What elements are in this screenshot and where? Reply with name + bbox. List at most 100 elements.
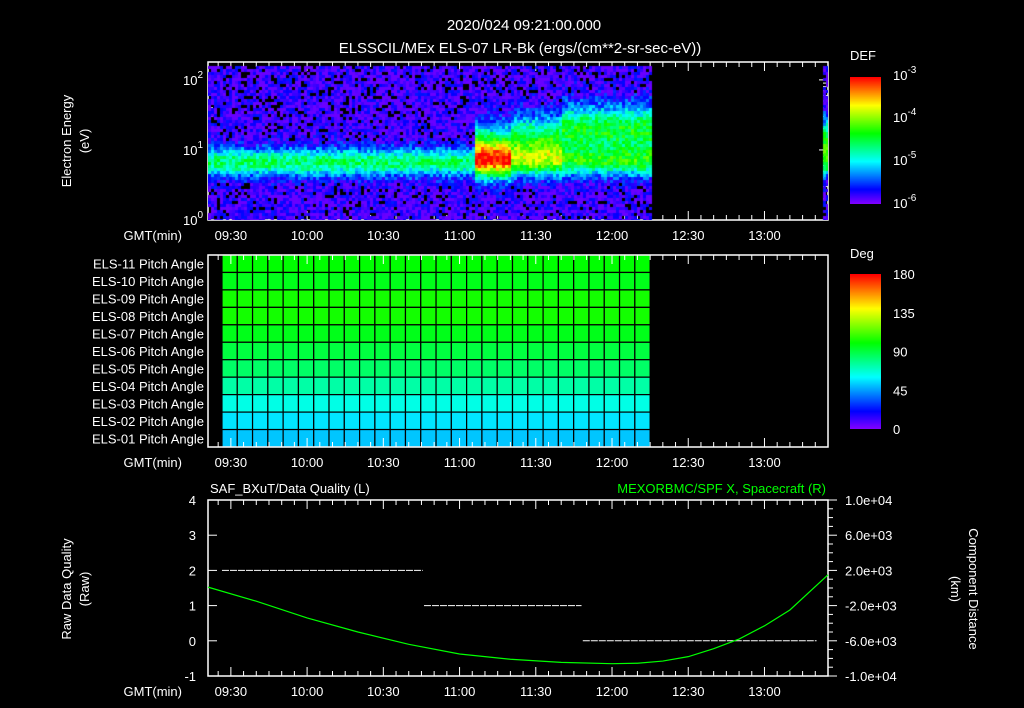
pitch-angle-cell <box>542 359 559 378</box>
pitch-angle-cell <box>496 411 514 431</box>
time-tick-label: 13:00 <box>748 228 781 243</box>
pitch-angle-cell <box>634 306 651 326</box>
pitch-angle-cell <box>542 271 559 291</box>
panel3-title-left: SAF_BXuT/Data Quality (L) <box>210 481 370 496</box>
pitch-angle-colorbar <box>850 274 881 429</box>
pitch-angle-cell <box>588 359 605 378</box>
pitch-angle-cell <box>557 271 575 291</box>
pitch-angle-cell <box>435 289 452 308</box>
pitch-angle-cell <box>404 289 422 308</box>
pitch-angle-cell <box>450 306 468 326</box>
pitch-angle-cell <box>389 394 407 413</box>
pitch-angle-cell <box>634 271 651 291</box>
pitch-angle-cell <box>236 428 254 448</box>
pitch-angle-cell <box>389 306 407 326</box>
panel1-title: ELSSCIL/MEx ELS-07 LR-Bk (ergs/(cm**2-sr… <box>339 40 702 57</box>
pitch-angle-cell <box>603 324 621 343</box>
pitch-angle-cell <box>450 271 468 291</box>
pitch-angle-cell <box>573 411 590 431</box>
pitch-angle-cell <box>374 359 391 378</box>
pitch-angle-cell <box>618 341 636 361</box>
pitch-angle-cell <box>450 359 468 378</box>
pitch-angle-cell <box>542 376 559 396</box>
pitch-angle-cell <box>282 306 300 326</box>
quality-tick-label: 3 <box>189 528 196 543</box>
time-tick-label: 10:00 <box>291 455 324 470</box>
pitch-angle-cell <box>313 306 330 326</box>
pitch-angle-cell <box>481 411 498 431</box>
pitch-angle-cell <box>282 254 300 274</box>
pitch-angle-cell <box>267 428 284 448</box>
panel3-ylabel-left: Raw Data Quality <box>59 538 74 640</box>
pitch-angle-cell <box>496 359 514 378</box>
pitch-angle-cell <box>297 341 315 361</box>
pitch-row-label: ELS-06 Pitch Angle <box>92 344 204 359</box>
pitch-angle-cell <box>389 359 407 378</box>
pitch-angle-cell <box>328 411 345 431</box>
pitch-angle-cell <box>435 271 452 291</box>
pitch-angle-cell <box>328 254 345 274</box>
quality-frame <box>207 499 829 677</box>
time-tick-label: 10:30 <box>367 684 400 699</box>
pitch-angle-cell <box>282 394 300 413</box>
quality-tick-label: 0 <box>189 634 196 649</box>
pitch-angle-cell <box>527 376 544 396</box>
pitch-angle-cell <box>466 359 483 378</box>
pitch-angle-cell <box>420 324 437 343</box>
panel3-ylabel-right-unit: (km) <box>948 576 963 602</box>
pitch-angle-cell <box>328 341 345 361</box>
pitch-colorbar-tick-label: 90 <box>893 345 907 360</box>
pitch-angle-cell <box>496 324 514 343</box>
pitch-angle-cell <box>481 254 498 274</box>
pitch-angle-cell <box>618 428 636 448</box>
pitch-angle-cell <box>466 376 483 396</box>
pitch-angle-cell <box>542 411 559 431</box>
panel3-title-right: MEXORBMC/SPF X, Spacecraft (R) <box>617 481 826 496</box>
pitch-angle-cell <box>313 271 330 291</box>
pitch-angle-cell <box>251 306 269 326</box>
pitch-angle-cell <box>527 394 544 413</box>
distance-tick-label: -2.0e+03 <box>845 599 897 614</box>
pitch-angle-cell <box>603 289 621 308</box>
quality-tick-label: 1 <box>189 599 196 614</box>
pitch-angle-cell <box>389 324 407 343</box>
pitch-angle-cell <box>588 411 605 431</box>
pitch-angle-cell <box>435 376 452 396</box>
pitch-angle-cell <box>404 411 422 431</box>
pitch-angle-cell <box>389 271 407 291</box>
time-tick-label: 12:00 <box>596 684 629 699</box>
pitch-angle-cell <box>511 376 529 396</box>
pitch-angle-cell <box>328 359 345 378</box>
pitch-angle-cell <box>343 254 361 274</box>
pitch-angle-cell <box>297 411 315 431</box>
time-tick-label: 11:30 <box>520 455 552 470</box>
pitch-angle-cell <box>481 271 498 291</box>
energy-tick-label: 101 <box>183 140 203 158</box>
pitch-angle-cell <box>267 271 284 291</box>
pitch-angle-cell <box>297 359 315 378</box>
distance-tick-label: -1.0e+04 <box>845 669 897 684</box>
pitch-angle-cell <box>267 394 284 413</box>
pitch-row-label: ELS-09 Pitch Angle <box>92 292 204 307</box>
pitch-angle-cell <box>618 324 636 343</box>
pitch-angle-cell <box>236 271 254 291</box>
pitch-angle-cell <box>420 289 437 308</box>
pitch-angle-cell <box>466 341 483 361</box>
pitch-angle-cell <box>634 289 651 308</box>
distance-tick-label: 6.0e+03 <box>845 528 892 543</box>
pitch-angle-cell <box>527 411 544 431</box>
pitch-angle-cell <box>343 359 361 378</box>
pitch-angle-cell <box>282 271 300 291</box>
pitch-angle-cell <box>267 254 284 274</box>
pitch-angle-cell <box>588 271 605 291</box>
pitch-angle-cell <box>404 306 422 326</box>
pitch-angle-cell <box>343 376 361 396</box>
pitch-angle-cell <box>557 376 575 396</box>
pitch-angle-cell <box>267 324 284 343</box>
pitch-angle-cell <box>450 324 468 343</box>
pitch-angle-cell <box>297 324 315 343</box>
pitch-colorbar-tick-label: 45 <box>893 383 907 398</box>
panel3-ylabel-right: Component Distance <box>966 528 981 649</box>
pitch-angle-cell <box>420 376 437 396</box>
time-tick-label: 10:00 <box>291 228 324 243</box>
